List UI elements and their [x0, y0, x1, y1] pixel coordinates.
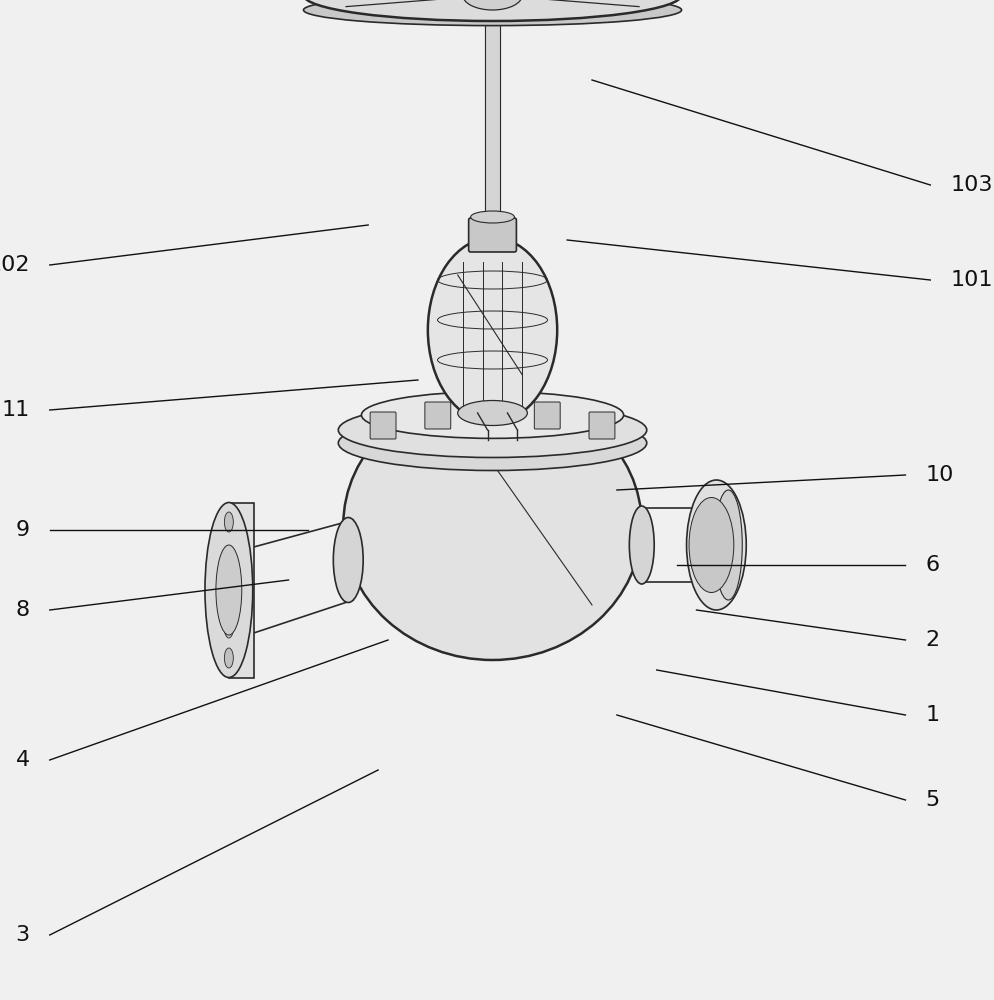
Ellipse shape [688, 498, 734, 592]
Text: 101: 101 [949, 270, 992, 290]
Ellipse shape [338, 402, 646, 458]
Ellipse shape [205, 502, 252, 678]
FancyBboxPatch shape [370, 412, 396, 439]
Ellipse shape [216, 545, 242, 635]
FancyBboxPatch shape [588, 412, 614, 439]
Ellipse shape [225, 618, 233, 638]
Ellipse shape [686, 480, 746, 610]
Text: 10: 10 [924, 465, 953, 485]
Ellipse shape [470, 211, 514, 223]
Ellipse shape [225, 648, 233, 668]
Polygon shape [229, 503, 253, 678]
Ellipse shape [462, 0, 522, 10]
Ellipse shape [333, 518, 363, 602]
Text: 6: 6 [924, 555, 938, 575]
Text: 5: 5 [924, 790, 938, 810]
Ellipse shape [303, 0, 681, 21]
Ellipse shape [714, 490, 742, 600]
Text: 103: 103 [949, 175, 992, 195]
Ellipse shape [343, 390, 641, 660]
Ellipse shape [225, 552, 233, 572]
Ellipse shape [303, 0, 681, 26]
Text: 9: 9 [16, 520, 30, 540]
Ellipse shape [338, 416, 646, 471]
Text: 2: 2 [924, 630, 938, 650]
FancyBboxPatch shape [468, 218, 516, 252]
Text: 4: 4 [16, 750, 30, 770]
Ellipse shape [225, 512, 233, 532]
Text: 102: 102 [0, 255, 30, 275]
Ellipse shape [225, 585, 233, 605]
Ellipse shape [361, 392, 623, 438]
Text: 11: 11 [2, 400, 30, 420]
FancyBboxPatch shape [424, 402, 450, 429]
Ellipse shape [629, 506, 654, 584]
Text: 8: 8 [16, 600, 30, 620]
Text: 1: 1 [924, 705, 938, 725]
FancyBboxPatch shape [534, 402, 560, 429]
Text: 3: 3 [16, 925, 30, 945]
Ellipse shape [457, 400, 527, 426]
Ellipse shape [427, 238, 557, 423]
